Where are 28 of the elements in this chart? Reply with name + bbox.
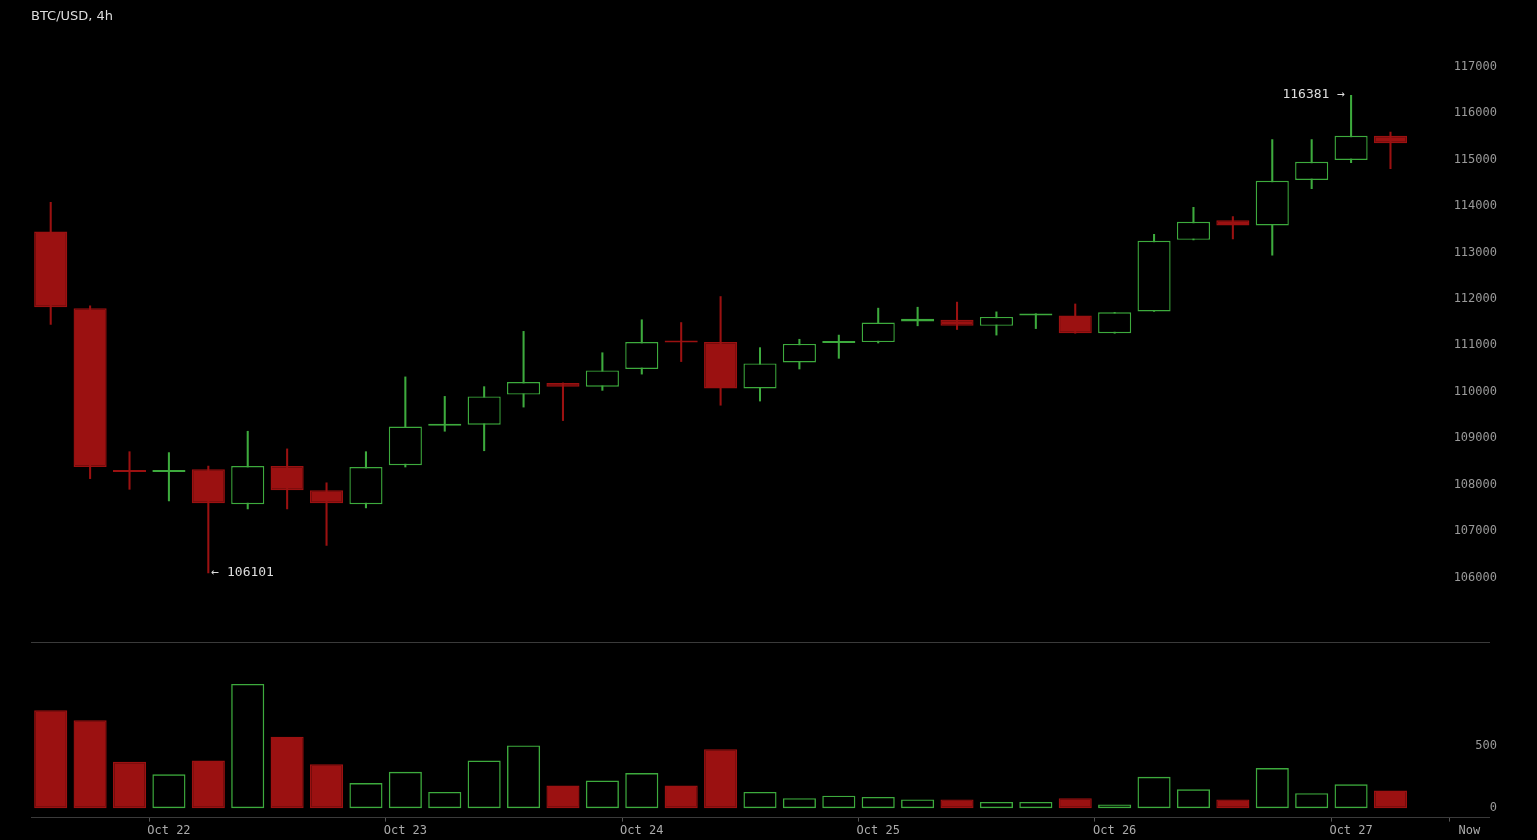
x-tick-label: Oct 27 [1329,822,1373,837]
y-tick-label: 114000 [1453,198,1497,213]
y-tick-label: 110000 [1453,383,1497,398]
y-tick-label: 113000 [1453,244,1497,259]
y-tick-label: 115000 [1453,151,1497,166]
y-tick-label: 0 [1489,800,1497,815]
x-tick-label: Oct 22 [147,822,191,837]
candlestick [112,451,147,490]
y-tick-label: 109000 [1453,430,1497,445]
candlestick [152,452,186,502]
y-tick-label: 117000 [1453,58,1497,73]
annotation: ← 106101 [211,564,274,580]
y-tick-label: 112000 [1453,290,1497,305]
candlestick [1373,131,1408,170]
y-tick-label: 106000 [1453,569,1497,584]
y-tick-label: 111000 [1453,337,1497,352]
y-tick-label: 108000 [1453,476,1497,491]
y-tick-label: 107000 [1453,523,1497,538]
y-tick-label: 116000 [1453,105,1497,120]
chart-title: BTC/USD, 4h [31,8,114,24]
y-tick-label: 500 [1475,737,1497,752]
candlestick [822,334,856,359]
x-tick-label: Now [1458,822,1481,837]
x-tick-label: Oct 26 [1092,822,1137,837]
annotation: 116381 → [1282,85,1346,101]
x-tick-label: Oct 24 [620,822,664,837]
x-tick-label: Oct 23 [383,822,428,837]
x-tick-label: Oct 25 [856,822,900,837]
